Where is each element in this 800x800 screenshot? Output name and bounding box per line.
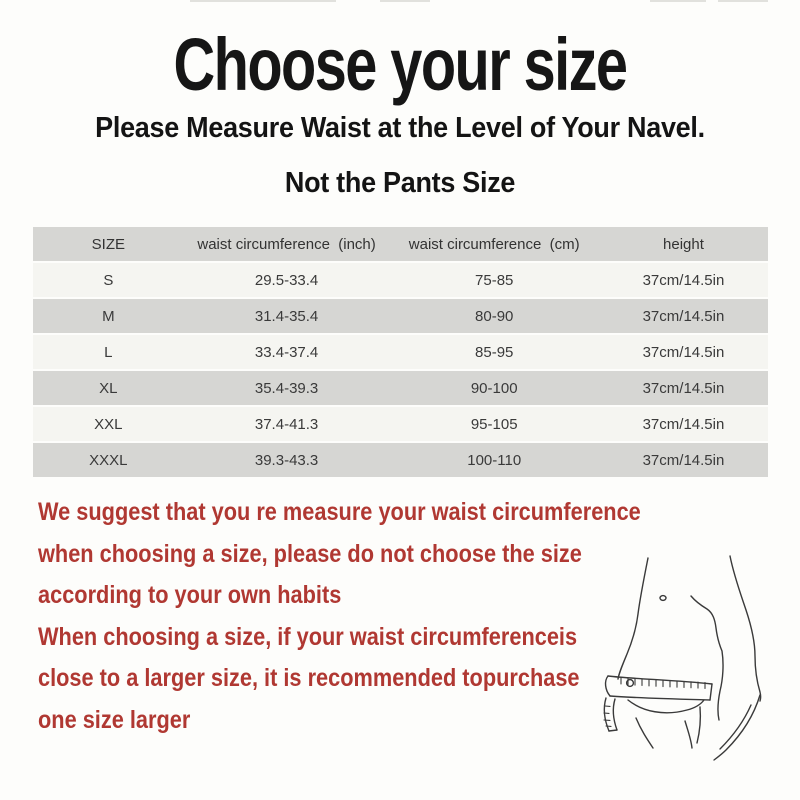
table-row: S 29.5-33.4 75-85 37cm/14.5in xyxy=(33,263,768,297)
tape-right-cap xyxy=(709,683,713,701)
top-edge-artifact xyxy=(718,0,768,2)
table-cell: 90-100 xyxy=(470,379,518,397)
table-cell: 80-90 xyxy=(475,307,514,325)
table-cell: 33.4-37.4 xyxy=(254,343,319,361)
tape-top-edge xyxy=(607,675,713,685)
tape-end-left-edge xyxy=(603,697,610,732)
tape-end-ticks xyxy=(603,705,612,727)
table-cell: XXXL xyxy=(89,451,128,469)
table-cell: 31.4-35.4 xyxy=(254,307,319,325)
note-line: close to a larger size, it is recommende… xyxy=(38,664,580,693)
back-outline xyxy=(729,555,762,702)
page-title: Choose your size xyxy=(173,23,629,106)
column-header-waist-inch: waist circumference (inch) xyxy=(197,235,376,253)
table-row: L 33.4-37.4 85-95 37cm/14.5in xyxy=(33,335,768,369)
table-cell: 75-85 xyxy=(475,271,514,289)
nipple-dot xyxy=(659,594,667,602)
size-notes: We suggest that you re measure your wais… xyxy=(38,492,641,742)
note-line: When choosing a size, if your waist circ… xyxy=(38,622,578,651)
table-cell: S xyxy=(103,271,114,289)
column-header-size: SIZE xyxy=(91,235,125,253)
armpit-arm-front-line xyxy=(690,595,724,721)
table-cell: XL xyxy=(99,379,118,397)
table-cell: L xyxy=(104,343,113,361)
lower-belly-line xyxy=(627,699,705,714)
table-body: S 29.5-33.4 75-85 37cm/14.5in M 31.4-35.4 80-9… xyxy=(33,263,768,477)
top-edge-artifact xyxy=(650,0,706,2)
tape-tick-marks xyxy=(620,677,706,690)
note-line: one size larger xyxy=(38,705,191,734)
table-header-row: SIZE waist circumference (inch) waist ci… xyxy=(33,227,768,261)
table-row: M 31.4-35.4 80-90 37cm/14.5in xyxy=(33,299,768,333)
table-cell: M xyxy=(102,307,115,325)
forearm-outer-line xyxy=(713,694,761,761)
table-cell: 100-110 xyxy=(467,451,522,469)
tape-bottom-edge xyxy=(609,695,711,701)
tape-end-right-edge xyxy=(612,698,618,731)
table-cell: 37cm/14.5in xyxy=(642,451,725,469)
note-line: when choosing a size, please do not choo… xyxy=(38,539,582,568)
thigh-line xyxy=(635,717,654,749)
torso-drawing xyxy=(603,555,762,761)
subtitle-measure-waist: Please Measure Waist at the Level of You… xyxy=(95,112,705,144)
table-cell: 29.5-33.4 xyxy=(254,271,319,289)
groin-line xyxy=(684,720,693,749)
tape-buckle-dot xyxy=(625,678,635,688)
table-cell: 37cm/14.5in xyxy=(642,415,725,433)
column-header-height: height xyxy=(663,235,704,253)
hip-line xyxy=(696,706,702,744)
note-line: We suggest that you re measure your wais… xyxy=(38,498,641,526)
table-cell: 35.4-39.3 xyxy=(254,379,319,397)
column-header-waist-cm: waist circumference (cm) xyxy=(408,235,580,253)
table-cell: 95-105 xyxy=(470,415,518,433)
top-edge-artifact xyxy=(190,0,336,2)
table-cell: 37cm/14.5in xyxy=(642,307,725,325)
table-cell: 37cm/14.5in xyxy=(642,379,725,397)
top-edge-artifact xyxy=(380,0,430,2)
table-cell: 85-95 xyxy=(475,343,514,361)
table-row: XXL 37.4-41.3 95-105 37cm/14.5in xyxy=(33,407,768,441)
torso-front-line xyxy=(617,557,649,680)
table-cell: 39.3-43.3 xyxy=(254,451,319,469)
table-row: XXXL 39.3-43.3 100-110 37cm/14.5in xyxy=(33,443,768,477)
forearm-inner-line xyxy=(719,704,752,750)
waist-measurement-illustration xyxy=(600,540,798,780)
tape-left-cap xyxy=(604,675,611,697)
subtitle-not-pants-size: Not the Pants Size xyxy=(284,167,516,199)
table-cell: 37.4-41.3 xyxy=(254,415,319,433)
note-line: according to your own habits xyxy=(38,581,342,610)
table-row: XL 35.4-39.3 90-100 37cm/14.5in xyxy=(33,371,768,405)
tape-end-cap xyxy=(608,729,618,732)
size-chart-table: SIZE waist circumference (inch) waist ci… xyxy=(33,227,768,479)
table-cell: XXL xyxy=(94,415,123,433)
table-cell: 37cm/14.5in xyxy=(642,343,725,361)
table-cell: 37cm/14.5in xyxy=(642,271,725,289)
